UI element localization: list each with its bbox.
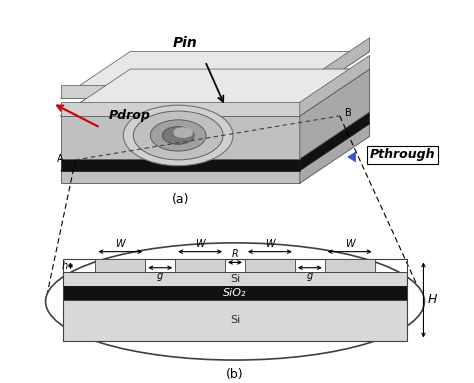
Text: g: g bbox=[307, 271, 313, 281]
Text: W: W bbox=[195, 239, 205, 249]
Polygon shape bbox=[61, 170, 300, 183]
Polygon shape bbox=[61, 112, 370, 159]
Text: (b): (b) bbox=[226, 368, 244, 381]
Text: Si: Si bbox=[230, 315, 240, 325]
Bar bbox=[63, 286, 408, 300]
Ellipse shape bbox=[162, 127, 194, 144]
Text: Si: Si bbox=[230, 274, 240, 284]
Text: W: W bbox=[265, 239, 275, 249]
Ellipse shape bbox=[133, 111, 223, 160]
Bar bbox=[63, 272, 408, 286]
Text: W: W bbox=[345, 239, 355, 249]
Polygon shape bbox=[300, 56, 370, 116]
Polygon shape bbox=[300, 124, 370, 183]
Bar bbox=[95, 259, 145, 272]
Polygon shape bbox=[61, 102, 300, 116]
Polygon shape bbox=[61, 116, 300, 159]
Polygon shape bbox=[300, 112, 370, 170]
Text: A: A bbox=[57, 154, 64, 164]
Polygon shape bbox=[61, 159, 300, 170]
Text: Pin: Pin bbox=[173, 36, 198, 49]
Text: g: g bbox=[157, 271, 164, 281]
Text: (a): (a) bbox=[172, 193, 189, 206]
Ellipse shape bbox=[46, 243, 424, 360]
Ellipse shape bbox=[123, 105, 233, 166]
Text: H: H bbox=[428, 293, 437, 306]
Bar bbox=[325, 259, 374, 272]
Polygon shape bbox=[61, 124, 370, 170]
Text: B: B bbox=[345, 108, 351, 118]
Text: Pdrop: Pdrop bbox=[109, 110, 150, 123]
Bar bbox=[175, 259, 225, 272]
Polygon shape bbox=[300, 69, 370, 159]
Polygon shape bbox=[61, 85, 300, 98]
Text: h: h bbox=[61, 261, 67, 271]
Polygon shape bbox=[61, 69, 370, 116]
Polygon shape bbox=[61, 51, 370, 98]
Ellipse shape bbox=[173, 127, 193, 138]
Text: W: W bbox=[116, 239, 125, 249]
Polygon shape bbox=[61, 69, 370, 116]
Text: Pthrough: Pthrough bbox=[370, 149, 435, 162]
Bar bbox=[63, 259, 408, 340]
Text: SiO₂: SiO₂ bbox=[223, 288, 247, 298]
Polygon shape bbox=[300, 38, 370, 98]
Ellipse shape bbox=[150, 120, 206, 151]
Bar bbox=[63, 300, 408, 340]
Polygon shape bbox=[347, 152, 356, 162]
Text: R: R bbox=[232, 249, 238, 259]
Bar bbox=[245, 259, 295, 272]
